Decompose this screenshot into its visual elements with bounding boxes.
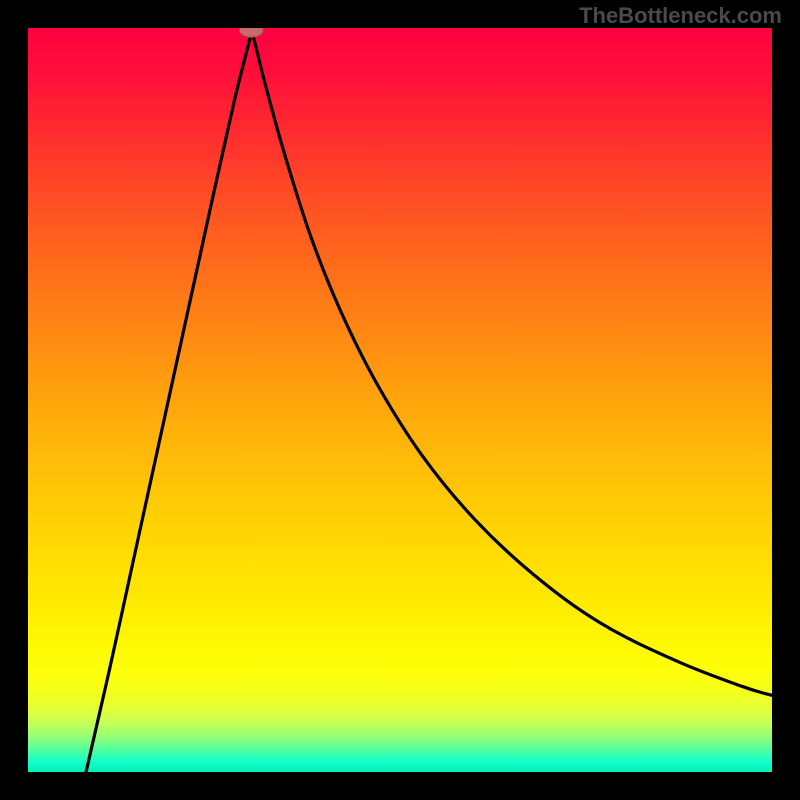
plot-area [28, 28, 772, 772]
watermark-text: TheBottleneck.com [579, 3, 782, 29]
optimal-point-marker [239, 28, 263, 37]
bottleneck-chart: TheBottleneck.com [0, 0, 800, 800]
curve-layer [28, 28, 772, 772]
bottleneck-curve [86, 29, 772, 772]
